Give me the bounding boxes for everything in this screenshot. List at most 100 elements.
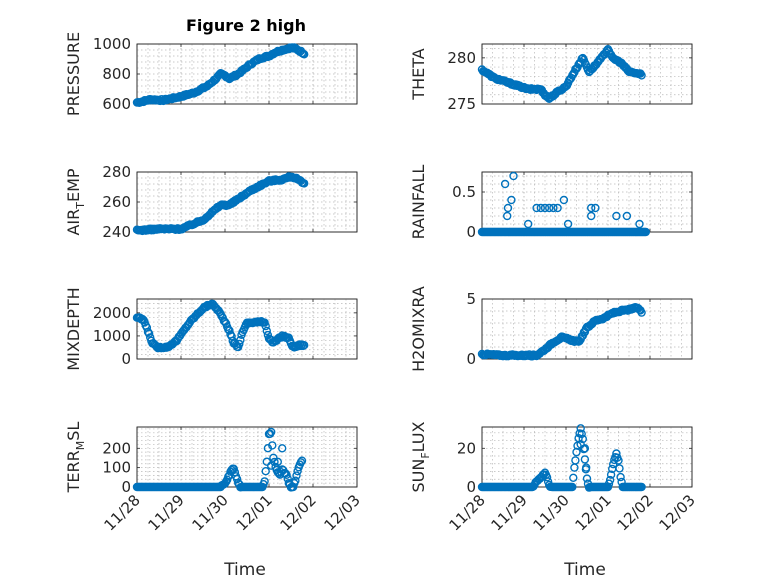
data-point bbox=[236, 335, 245, 345]
y-tick-label: 0 bbox=[121, 478, 131, 496]
y-tick-label: 20 bbox=[457, 439, 476, 457]
data-point bbox=[559, 195, 569, 205]
data-point bbox=[578, 434, 587, 444]
data-point bbox=[227, 332, 236, 341]
data-point bbox=[606, 470, 616, 479]
data-point bbox=[278, 444, 287, 453]
x-tick-label: 11/28 bbox=[446, 491, 489, 534]
data-point bbox=[232, 474, 242, 484]
data-point bbox=[622, 211, 632, 221]
data-point bbox=[267, 461, 276, 470]
subplot-mixdepth: 0 1000 2000 MIXDEPTH bbox=[64, 287, 358, 371]
data-point bbox=[637, 308, 646, 317]
y-axis-label: THETA bbox=[409, 48, 428, 100]
axes-background bbox=[481, 171, 693, 233]
data-point bbox=[503, 203, 513, 213]
subplot-pressure: 600 800 1000 PRESSURE bbox=[64, 32, 358, 116]
data-point bbox=[591, 203, 600, 213]
data-point bbox=[582, 474, 592, 483]
data-point bbox=[224, 472, 233, 481]
data-point bbox=[267, 427, 276, 437]
subplot-theta: 275 280 THETA bbox=[409, 43, 693, 113]
data-point bbox=[261, 321, 270, 331]
y-tick-label: 0 bbox=[121, 350, 131, 368]
data-point bbox=[262, 326, 271, 336]
y-tick-label: 0 bbox=[466, 223, 476, 241]
data-point bbox=[282, 470, 291, 479]
data-point bbox=[224, 325, 233, 334]
y-axis-label: RAINFALL bbox=[409, 165, 428, 240]
data-point bbox=[587, 211, 596, 221]
y-tick-label: 5 bbox=[466, 290, 476, 308]
data-point bbox=[292, 471, 301, 480]
data-point bbox=[300, 341, 309, 350]
y-tick-label: 800 bbox=[102, 65, 131, 83]
x-tick-label: 12/01 bbox=[233, 491, 276, 534]
y-tick-label: 0.5 bbox=[452, 183, 476, 201]
data-point bbox=[549, 203, 558, 213]
x-tick-label: 12/03 bbox=[321, 491, 364, 534]
data-point bbox=[507, 195, 516, 205]
data-point bbox=[568, 482, 577, 492]
data-point bbox=[605, 475, 615, 485]
x-tick-label: 12/03 bbox=[656, 491, 699, 534]
data-point bbox=[536, 203, 545, 213]
x-tick-label: 11/29 bbox=[488, 491, 531, 534]
data-point bbox=[641, 227, 650, 237]
data-point bbox=[553, 203, 562, 213]
data-point bbox=[296, 458, 306, 467]
data-point bbox=[144, 329, 154, 338]
y-axis-label: H2OMIXRA bbox=[409, 286, 428, 372]
data-point bbox=[235, 339, 244, 349]
data-point bbox=[635, 219, 644, 229]
x-tick-label: 12/01 bbox=[572, 491, 615, 534]
data-point bbox=[542, 473, 552, 482]
data-point bbox=[297, 456, 307, 465]
data-point bbox=[569, 473, 578, 482]
data-point bbox=[587, 203, 596, 213]
data-point bbox=[260, 318, 269, 327]
data-point bbox=[143, 327, 153, 337]
data-point bbox=[563, 219, 573, 229]
x-axis-label: Time bbox=[223, 560, 266, 580]
x-tick-label: 11/30 bbox=[530, 491, 573, 534]
data-point bbox=[616, 472, 625, 482]
data-point bbox=[580, 444, 590, 453]
subplot-h2omixra: 0 5 H2OMIXRA bbox=[409, 286, 693, 372]
x-tick-label: 11/30 bbox=[189, 491, 232, 534]
x-axis-label: Time bbox=[563, 560, 606, 580]
data-point bbox=[540, 203, 550, 213]
y-tick-label: 240 bbox=[102, 223, 131, 241]
y-axis-label: MIXDEPTH bbox=[64, 287, 83, 370]
x-tick-label: 11/28 bbox=[101, 491, 144, 534]
y-tick-label: 0 bbox=[466, 478, 476, 496]
data-point bbox=[524, 219, 533, 229]
y-tick-label: 1000 bbox=[93, 35, 131, 53]
data-point bbox=[637, 71, 646, 80]
data-point bbox=[503, 211, 512, 221]
y-tick-label: 200 bbox=[102, 439, 131, 457]
axes-frame bbox=[136, 298, 358, 360]
y-tick-label: 280 bbox=[102, 163, 131, 181]
data-point bbox=[571, 456, 580, 465]
data-point bbox=[268, 441, 277, 450]
data-point bbox=[604, 479, 614, 488]
data-point bbox=[582, 463, 591, 472]
data-point bbox=[300, 50, 309, 59]
data-point bbox=[576, 424, 585, 433]
x-tick-label: 11/29 bbox=[145, 491, 188, 534]
y-axis-label: PRESSURE bbox=[64, 32, 83, 116]
x-tick-label: 12/02 bbox=[277, 491, 320, 534]
y-axis-label: AIRTEMP bbox=[64, 168, 87, 235]
figure-title: Figure 2 high bbox=[186, 16, 306, 35]
y-axis-label: SUNFLUX bbox=[409, 421, 432, 492]
data-point bbox=[615, 464, 624, 473]
data-point bbox=[261, 467, 270, 476]
y-tick-label: 260 bbox=[102, 193, 131, 211]
y-tick-label: 1000 bbox=[93, 327, 131, 345]
y-tick-label: 100 bbox=[102, 459, 131, 477]
data-point bbox=[509, 171, 518, 181]
data-point bbox=[612, 211, 621, 221]
